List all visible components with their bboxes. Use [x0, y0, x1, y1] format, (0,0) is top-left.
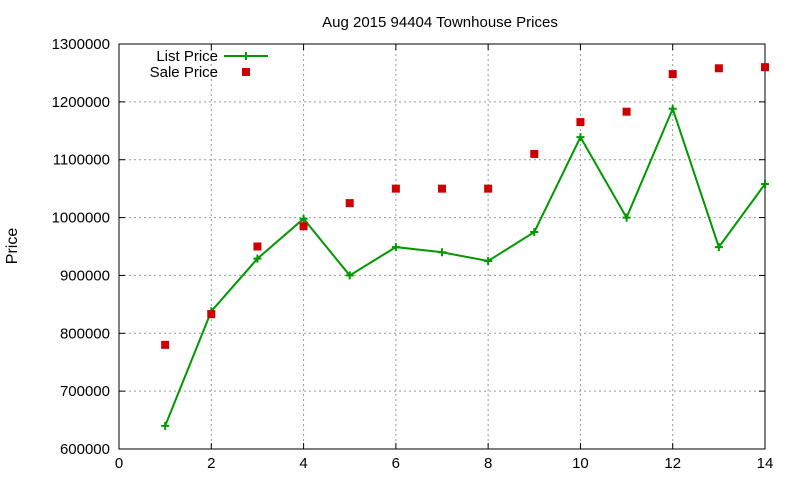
sale-price-point	[714, 64, 723, 73]
list-price-point	[484, 256, 493, 265]
list-price-point	[391, 243, 400, 252]
x-tick-label: 10	[572, 455, 589, 472]
list-price-point	[668, 104, 677, 113]
list-price-point	[345, 271, 354, 280]
x-tick-label: 8	[484, 455, 492, 472]
sale-price-point	[391, 184, 400, 193]
list-price-point	[299, 214, 308, 223]
y-tick-label: 700000	[60, 383, 110, 400]
tick-marks: 0 2 4 6 8 10 12 14 600000 700000 800000 900000 10000…	[52, 36, 774, 472]
list-price-point	[761, 180, 769, 189]
x-tick-label: 12	[664, 455, 681, 472]
list-price-point	[576, 133, 585, 142]
data-series	[161, 63, 769, 430]
plot-frame	[118, 43, 766, 450]
legend-label: List Price	[156, 48, 218, 65]
sale-price-point	[622, 107, 631, 116]
y-tick-label: 900000	[60, 267, 110, 284]
sale-price-point	[161, 340, 170, 349]
list-price-point	[714, 243, 723, 252]
y-axis-label: Price	[4, 228, 21, 265]
grid-lines	[119, 44, 765, 449]
list-price-point	[161, 421, 170, 430]
x-tick-label: 14	[757, 455, 774, 472]
list-price-point	[622, 213, 631, 222]
sale-price-point	[484, 184, 493, 193]
y-tick-label: 1300000	[52, 36, 110, 53]
x-tick-label: 0	[115, 455, 123, 472]
y-tick-label: 800000	[60, 325, 110, 342]
x-tick-label: 6	[392, 455, 400, 472]
sale-price-point	[761, 63, 769, 72]
sale-price-point	[576, 118, 585, 127]
legend-label: Sale Price	[150, 64, 218, 81]
chart-title: Aug 2015 94404 Townhouse Prices	[322, 14, 558, 31]
sale-price-point	[253, 242, 262, 251]
x-tick-label: 2	[207, 455, 215, 472]
y-tick-label: 1000000	[52, 210, 110, 227]
sale-price-point	[207, 310, 216, 319]
plot-border	[118, 43, 766, 450]
sale-price-point	[345, 199, 354, 208]
legend-square-swatch	[242, 68, 250, 76]
sale-price-point	[530, 149, 539, 158]
sale-price-point	[299, 222, 308, 231]
list-price-line	[164, 105, 766, 427]
legend-plus-swatch	[242, 52, 250, 60]
list-price-point	[530, 228, 539, 237]
list-price-point	[253, 254, 262, 263]
sale-price-point	[438, 184, 446, 193]
y-tick-label: 600000	[60, 441, 110, 458]
x-tick-label: 4	[299, 455, 307, 472]
list-price-point	[438, 248, 446, 257]
y-tick-label: 1100000	[53, 152, 110, 169]
y-tick-label: 1200000	[52, 94, 110, 111]
sale-price-point	[668, 70, 677, 79]
